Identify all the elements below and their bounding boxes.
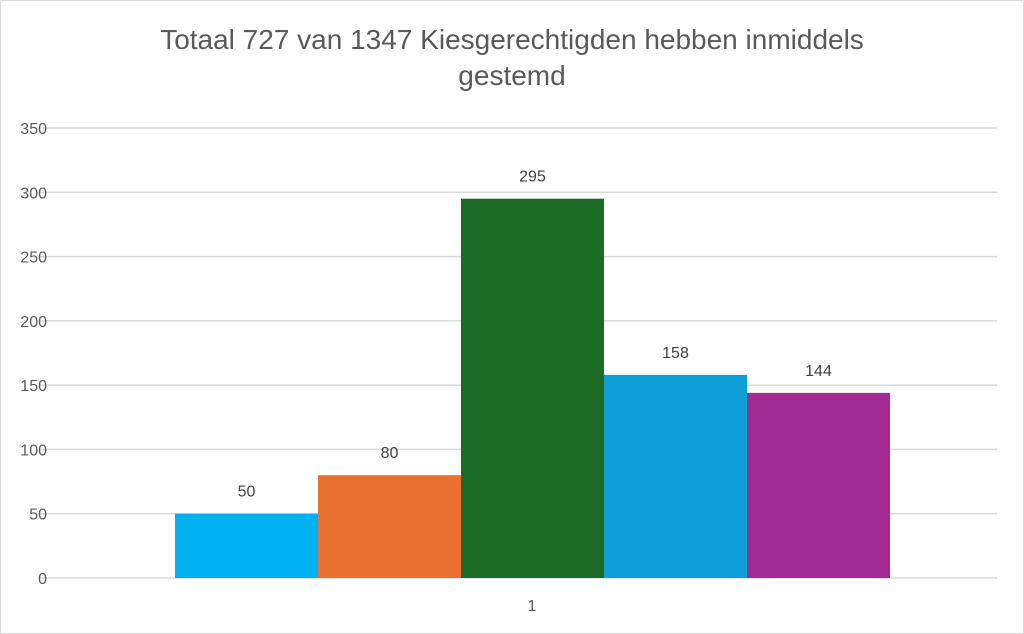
chart-title-line-2: gestemd (458, 60, 566, 91)
y-tick-label: 50 (29, 507, 47, 524)
data-label: 158 (662, 345, 689, 362)
bar (747, 392, 890, 578)
data-label: 144 (805, 363, 832, 380)
y-tick-label: 200 (20, 314, 47, 331)
data-label: 50 (238, 484, 256, 501)
bar (175, 513, 318, 578)
y-tick-label: 250 (20, 250, 47, 267)
data-label: 80 (381, 445, 399, 462)
y-tick-label: 100 (20, 442, 47, 459)
bar (604, 374, 747, 578)
y-tick-label: 0 (38, 571, 47, 588)
bar (318, 475, 461, 578)
y-tick-label: 150 (20, 378, 47, 395)
y-tick-label: 300 (20, 185, 47, 202)
x-tick-label: 1 (528, 598, 537, 615)
data-label: 295 (519, 169, 546, 186)
bar (461, 198, 604, 578)
chart-title-line-1: Totaal 727 van 1347 Kiesgerechtigden heb… (160, 24, 864, 55)
chart-title: Totaal 727 van 1347 Kiesgerechtigden heb… (0, 22, 1024, 94)
y-tick-label: 350 (20, 121, 47, 138)
